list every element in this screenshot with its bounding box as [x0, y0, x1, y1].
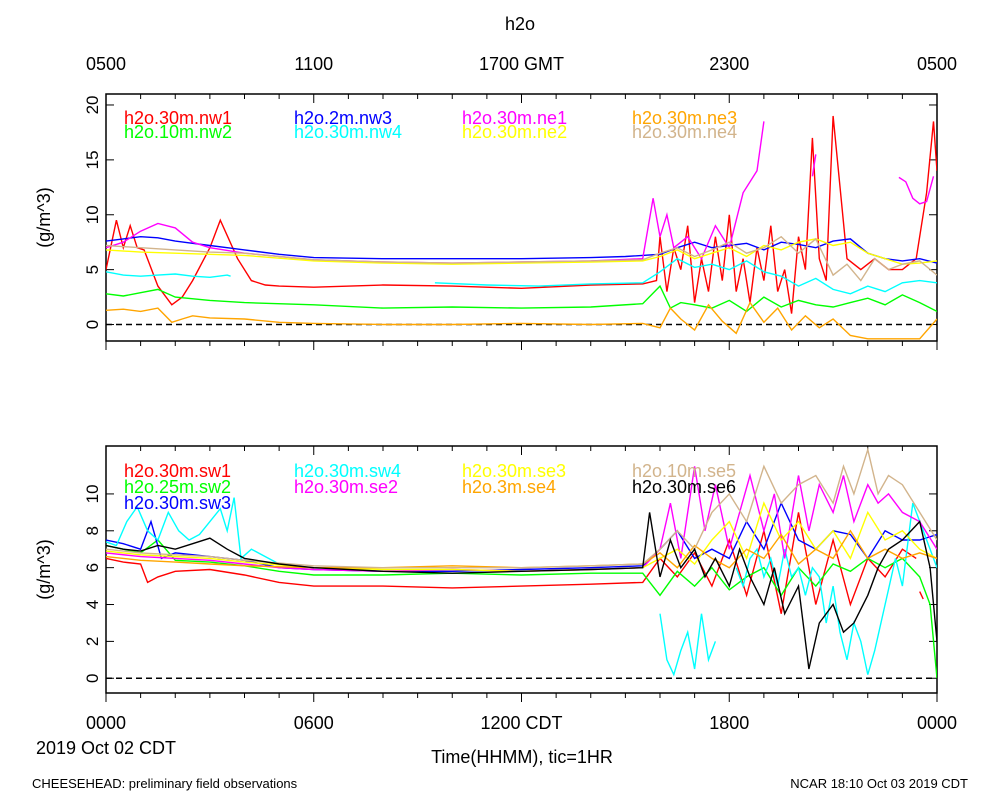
- legend-entry: h2o.30m.se2: [294, 477, 398, 497]
- series-line-h2o.30m.nw4: [106, 271, 231, 279]
- y-tick-label: 0: [83, 674, 102, 683]
- series-line-h2o.30m.se6: [106, 512, 937, 670]
- top-axis-tick-label: 0500: [917, 54, 957, 74]
- series-line-h2o.30m.ne1: [898, 176, 935, 205]
- series-line-h2o.2m.nw3: [106, 235, 937, 264]
- y-axis-label: (g/m^3): [34, 539, 54, 599]
- series-line-h2o.30m.sw1: [919, 591, 924, 600]
- legend-entry: h2o.30m.nw4: [294, 122, 402, 142]
- series-line-h2o.30m.nw4: [434, 257, 937, 295]
- y-tick-label: 10: [83, 205, 102, 224]
- legend-entry: h2o.30m.se6: [632, 477, 736, 497]
- y-tick-label: 6: [83, 563, 102, 572]
- series-lines: [106, 115, 937, 340]
- legend-entry: h2o.30m.sw1: [124, 461, 231, 481]
- top-gmt-axis: 0500 1100 1700 GMT 2300 0500: [86, 54, 957, 74]
- legend-entry: h2o.30m.se3: [462, 461, 566, 481]
- y-axis-label: (g/m^3): [34, 187, 54, 247]
- legend-entry: h2o.30m.ne2: [462, 122, 567, 142]
- bottom-axis-tick-label: 0600: [294, 713, 334, 733]
- footer-project-note: CHEESEHEAD: preliminary field observatio…: [32, 776, 298, 791]
- y-tick-label: 2: [83, 637, 102, 646]
- series-line-h2o.30m.sw4: [735, 502, 937, 675]
- legend-entry: h2o.25m.sw2: [124, 477, 231, 497]
- legend-entry: h2o.3m.se4: [462, 477, 556, 497]
- top-axis-tick-label: 0500: [86, 54, 126, 74]
- bottom-axis-tick-label: 0000: [86, 713, 126, 733]
- series-line-h2o.30m.ne3: [106, 301, 937, 340]
- footer-timestamp-note: NCAR 18:10 Oct 03 2019 CDT: [790, 776, 968, 791]
- legend-entry: h2o.30m.ne3: [632, 108, 737, 128]
- legend-entry: h2o.30m.nw1: [124, 108, 232, 128]
- series-line-h2o.30m.ne1: [811, 154, 817, 177]
- lower-panel: 0246810(g/m^3)h2o.30m.sw1h2o.25m.sw2h2o.…: [34, 445, 938, 702]
- bottom-axis-tick-label: 1800: [709, 713, 749, 733]
- series-line-h2o.30m.ne2: [106, 238, 937, 265]
- top-axis-tick-label: 1100: [294, 54, 333, 74]
- legend-entry: h2o.30m.sw4: [294, 461, 401, 481]
- series-line-h2o.30m.sw4: [659, 613, 717, 677]
- series-lines: [106, 447, 937, 679]
- y-tick-label: 8: [83, 526, 102, 535]
- legend-entry: h2o.10m.se5: [632, 461, 736, 481]
- top-axis-tick-label: 1700 GMT: [479, 54, 564, 74]
- series-line-h2o.30m.nw1: [106, 115, 937, 314]
- y-tick-label: 0: [83, 320, 102, 329]
- bottom-axis-tick-label: 1200 CDT: [480, 713, 562, 733]
- y-tick-label: 5: [83, 265, 102, 274]
- legend-entry: h2o.30m.sw3: [124, 493, 231, 513]
- series-line-h2o.10m.se5: [106, 447, 937, 569]
- figure-title: h2o: [505, 14, 535, 34]
- legend-entry: h2o.2m.nw3: [294, 108, 392, 128]
- legend-entry: h2o.30m.ne4: [632, 122, 737, 142]
- y-tick-label: 4: [83, 600, 102, 609]
- legend-entry: h2o.30m.ne1: [462, 108, 567, 128]
- legend-entry: h2o.10m.nw2: [124, 122, 232, 142]
- series-line-h2o.10m.nw2: [106, 284, 937, 313]
- y-tick-label: 10: [83, 484, 102, 503]
- y-tick-label: 20: [83, 96, 102, 115]
- series-line-h2o.30m.ne4: [106, 235, 937, 282]
- series-line-h2o.30m.se2: [106, 466, 937, 573]
- y-tick-label: 15: [83, 150, 102, 169]
- series-line-h2o.3m.se4: [106, 529, 937, 569]
- x-axis-label: Time(HHMM), tic=1HR: [431, 747, 613, 767]
- bottom-axis-tick-label: 0000: [917, 713, 957, 733]
- date-label: 2019 Oct 02 CDT: [36, 738, 176, 758]
- series-line-h2o.30m.ne1: [106, 121, 765, 264]
- top-axis-tick-label: 2300: [709, 54, 749, 74]
- series-line-h2o.25m.sw2: [106, 539, 937, 679]
- bottom-cdt-axis: 0000 0600 1200 CDT 1800 0000: [86, 713, 957, 733]
